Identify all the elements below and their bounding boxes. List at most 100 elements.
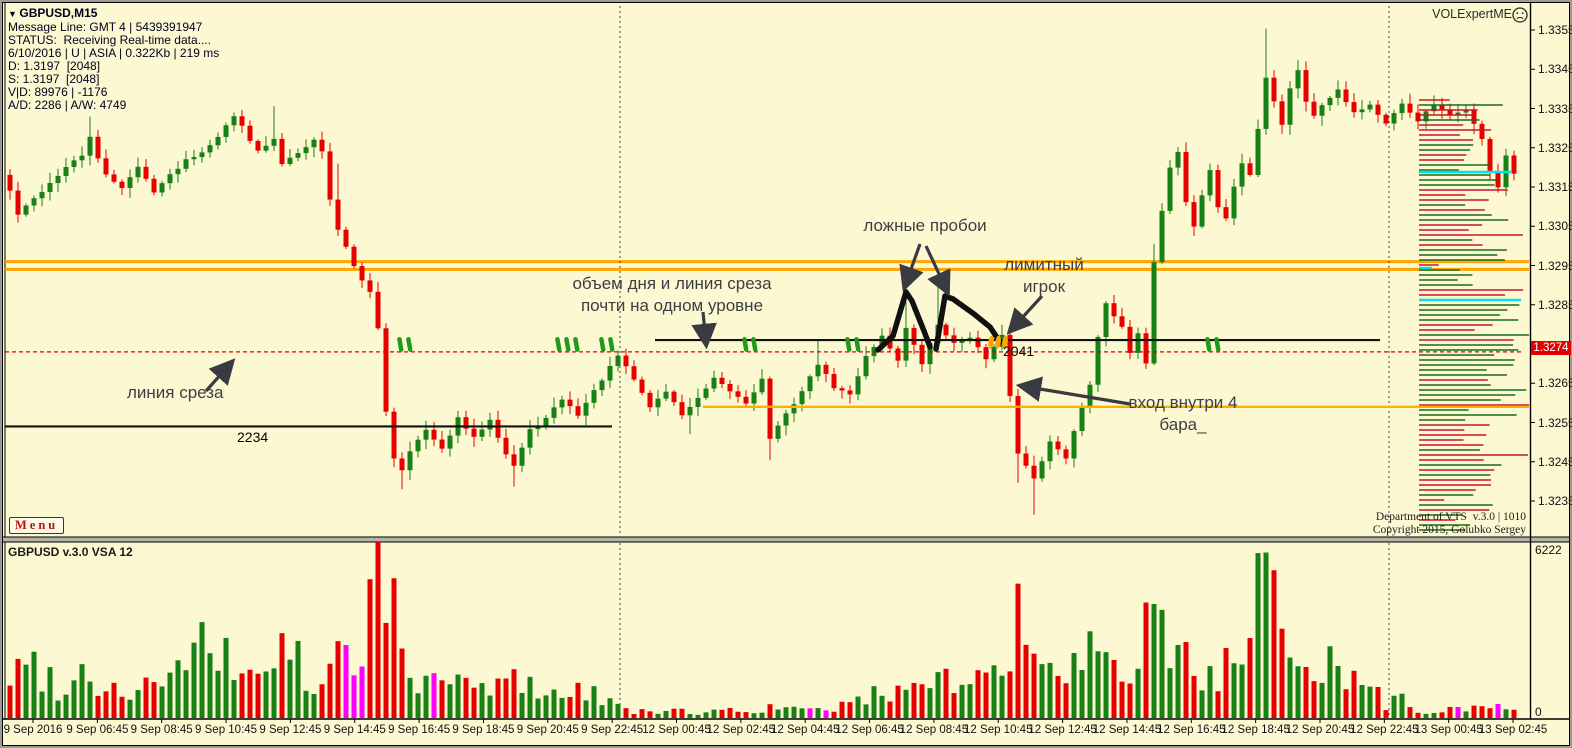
time-axis-label: 12 Sep 06:45 <box>835 724 904 736</box>
chart-frame <box>3 3 1569 720</box>
limit-player-orange-dot <box>988 335 994 349</box>
price-axis-label: 1.3245 <box>1538 454 1572 469</box>
limit-player-orange-dot <box>1002 335 1008 349</box>
volexpert-watermark: VOLExpertME <box>1432 7 1512 21</box>
time-axis-label: 12 Sep 08:45 <box>899 724 969 736</box>
annotation-arrow <box>1006 294 1044 335</box>
green-session-mark <box>608 337 615 352</box>
info-line-status: STATUS: Receiving Real-time data.... <box>8 33 211 47</box>
volume-bars-layer <box>7 542 1517 718</box>
price-axis-label: 1.3325 <box>1538 140 1572 155</box>
price-axis-label: 1.3345 <box>1538 62 1572 77</box>
volume-scale-max: 6222 <box>1535 543 1562 557</box>
time-axis-label: 9 Sep 08:45 <box>130 724 193 736</box>
time-axis-label: 9 Sep 10:45 <box>195 724 258 736</box>
green-session-mark <box>599 337 606 352</box>
price-axis-label: 1.3285 <box>1538 297 1572 312</box>
time-axis-label: 9 Sep 2016 <box>3 724 63 736</box>
volexpert-face-icon <box>1512 7 1528 23</box>
volume-profile-layer <box>1419 99 1529 531</box>
info-line-message: Message Line: GMT 4 | 5439391947 <box>8 20 203 34</box>
time-axis-label: 9 Sep 06:45 <box>66 724 129 736</box>
day-separator-lines <box>619 6 1390 718</box>
collapse-triangle-icon[interactable]: ▼ <box>8 9 20 19</box>
limit-player-orange-dot <box>995 335 1001 349</box>
green-session-mark <box>854 337 861 352</box>
price-axis-label: 1.3235 <box>1538 494 1572 508</box>
symbol-title-text: GBPUSD,M15 <box>19 6 98 20</box>
time-axis-label: 12 Sep 18:45 <box>1221 724 1290 736</box>
price-axis-label: 1.3255 <box>1538 415 1572 430</box>
annotation-graphics-layer <box>204 7 1528 406</box>
current-price-badge: 1.3274 <box>1531 341 1571 355</box>
levels-back-layer <box>5 260 1529 271</box>
time-axis-label: 12 Sep 12:45 <box>1028 724 1097 736</box>
time-axis-label: 12 Sep 10:45 <box>964 724 1033 736</box>
info-line-session: 6/10/2016 | U | ASIA | 0.322Kb | 219 ms <box>8 46 220 60</box>
time-axis-label: 9 Sep 18:45 <box>452 724 515 736</box>
time-axis-label: 9 Sep 16:45 <box>388 724 451 736</box>
time-axis-label: 12 Sep 14:45 <box>1092 724 1162 736</box>
levels-front-layer <box>5 338 1529 428</box>
green-session-mark <box>397 337 404 352</box>
annotation-entry-1: вход внутри 4 <box>1128 393 1238 412</box>
info-line-s: S: 1.3197 [2048] <box>8 72 100 86</box>
annotation-arrow <box>924 245 951 297</box>
price-axis-label: 1.3315 <box>1538 180 1572 194</box>
green-session-mark <box>742 337 749 352</box>
price-axis-label: 1.3295 <box>1538 258 1572 273</box>
level-label-2041: 2041 <box>1003 343 1035 359</box>
annotation-arrow <box>899 243 924 293</box>
green-session-mark <box>555 337 562 352</box>
vsa-pane-title: GBPUSD v.3.0 VSA 12 <box>8 545 133 559</box>
annotation-arrow <box>204 358 236 393</box>
time-axis-label: 12 Sep 22:45 <box>1350 724 1419 736</box>
green-session-mark <box>845 337 852 352</box>
annotation-day-volume-1: объем дня и линия среза <box>572 274 772 293</box>
time-axis-label: 13 Sep 02:45 <box>1478 724 1548 736</box>
time-axis-label: 9 Sep 12:45 <box>259 724 322 736</box>
annotation-arrow <box>1015 376 1131 406</box>
time-axis-label: 12 Sep 02:45 <box>706 724 776 736</box>
copyright-line-2: Copyright 2015, Golubko Sergey <box>1372 524 1526 536</box>
green-session-mark <box>1214 337 1221 352</box>
annotation-entry-2: бара_ <box>1159 415 1207 434</box>
menu-button[interactable]: Menu <box>9 517 65 534</box>
green-session-mark <box>406 337 413 352</box>
time-axis-label: 9 Sep 22:45 <box>581 724 644 736</box>
time-axis-label: 12 Sep 20:45 <box>1285 724 1355 736</box>
annotation-day-volume-2: почти на одном уровне <box>580 296 764 315</box>
time-axis-label: 12 Sep 16:45 <box>1157 724 1226 736</box>
annotation-cut-line: линия среза <box>127 383 224 402</box>
price-axis-label: 1.3335 <box>1538 101 1572 116</box>
time-axis-label: 9 Sep 14:45 <box>323 724 386 736</box>
time-axis-label: 12 Sep 04:45 <box>770 724 840 736</box>
copyright-line-1: Department of VTS v.3.0 | 1010 <box>1375 511 1526 523</box>
green-session-mark <box>1205 337 1212 352</box>
annotation-arrow <box>691 311 717 350</box>
price-axis-label: 1.3355 <box>1538 23 1572 37</box>
annotation-false-breakouts: ложные пробои <box>863 216 987 235</box>
green-session-mark <box>751 337 758 352</box>
price-axis-label: 1.3305 <box>1538 219 1572 234</box>
time-axis-label: 9 Sep 20:45 <box>516 724 579 736</box>
hand-drawn-peak-stroke <box>875 289 933 353</box>
volume-scale-min: 0 <box>1535 705 1542 719</box>
info-line-d: D: 1.3197 [2048] <box>8 59 101 73</box>
annotation-limit-player-2: игрок <box>1022 277 1066 296</box>
candles-layer <box>7 28 1517 515</box>
hand-drawn-peak-stroke <box>933 293 1003 352</box>
level-label-2234: 2234 <box>237 429 269 445</box>
info-line-vd: V|D: 89976 | -1176 <box>8 85 108 99</box>
info-line-ad: A/D: 2286 | A/W: 4749 <box>8 98 127 112</box>
annotation-limit-player-1: лимитный <box>1004 255 1084 274</box>
price-axis-label: 1.3265 <box>1538 376 1572 391</box>
time-axis-label: 13 Sep 00:45 <box>1414 724 1483 736</box>
axis-ticks <box>32 29 1535 723</box>
symbol-title[interactable]: ▼ GBPUSD,M15 <box>8 6 97 20</box>
green-session-mark <box>573 337 580 352</box>
time-axis-label: 12 Sep 00:45 <box>642 724 711 736</box>
